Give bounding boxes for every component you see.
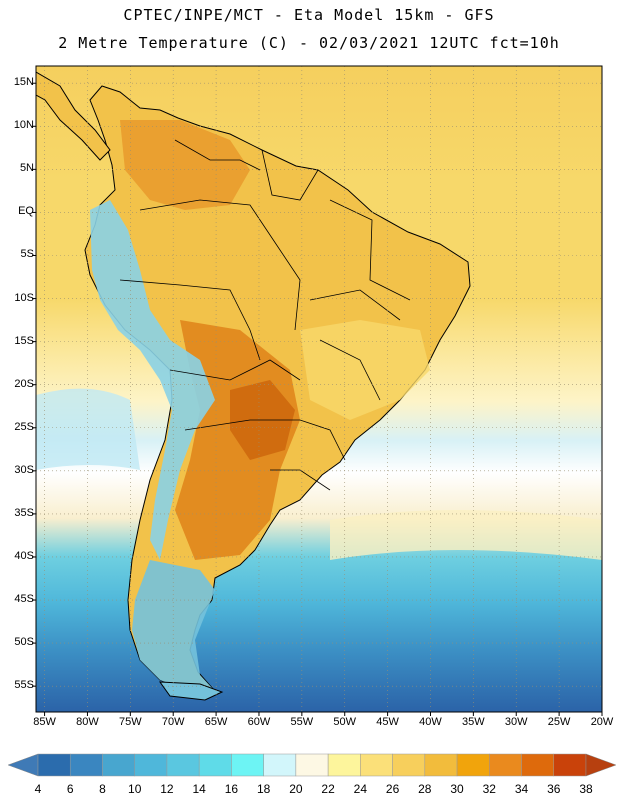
colorbar-swatch (553, 753, 587, 777)
colorbar-label: 14 (192, 782, 206, 796)
lat-label: 10N (13, 119, 34, 132)
colorbar-label: 24 (353, 782, 368, 796)
lat-label: 35S (14, 506, 34, 519)
colorbar-swatch (37, 753, 71, 777)
colorbar-label: 36 (547, 782, 561, 796)
pacific-cool-tongue (36, 388, 140, 470)
lon-label: 30W (504, 716, 528, 728)
atlantic-cool-band (330, 510, 602, 560)
axis-ticks (32, 82, 603, 716)
colorbar-low-arrow (7, 753, 39, 777)
colorbar-swatch (360, 753, 393, 777)
colorbar-label: 10 (128, 782, 142, 796)
patagonia-cool-zone (132, 560, 215, 690)
colorbar-swatch (166, 753, 200, 777)
colorbar-label: 12 (160, 782, 174, 796)
andes-cool-band (90, 200, 215, 560)
lat-label: 20S (14, 377, 34, 390)
colorbar-swatch (489, 753, 522, 777)
map-title-line1: CPTEC/INPE/MCT - Eta Model 15km - GFS (123, 6, 495, 24)
lon-label: 70W (161, 716, 185, 728)
colorbar-swatch (392, 753, 426, 777)
lat-label: 45S (14, 593, 34, 606)
colorbar-label: 34 (514, 782, 529, 796)
lon-label: 65W (204, 716, 228, 728)
lat-label: 10S (14, 291, 34, 304)
colorbar-label: 18 (256, 782, 271, 796)
lon-label: 25W (547, 716, 571, 728)
lon-label: 75W (119, 716, 142, 728)
lat-label: 50S (14, 636, 34, 649)
lon-label: 45W (376, 716, 399, 728)
country-borders (119, 139, 411, 491)
colorbar-label: 28 (418, 782, 432, 796)
lat-label: EQ (18, 205, 34, 218)
lat-label: 30S (14, 463, 34, 476)
colorbar (7, 753, 617, 777)
lat-label: 5S (20, 248, 34, 261)
colorbar-swatch (327, 753, 361, 777)
colorbar-high-arrow (585, 753, 617, 777)
colorbar-label: 16 (224, 782, 239, 796)
colorbar-swatch (198, 753, 232, 777)
central-america-landmass (36, 71, 111, 161)
colorbar-label: 38 (579, 782, 593, 796)
lon-label: 60W (247, 716, 271, 728)
colorbar-swatch (102, 753, 135, 777)
colorbar-swatch (295, 753, 329, 777)
lat-label: 15S (14, 334, 34, 347)
colorbar-swatch (231, 753, 264, 777)
colorbar-label: 4 (34, 782, 42, 796)
tierra-del-fuego (158, 681, 224, 701)
colorbar-label: 6 (66, 782, 74, 796)
lat-label: 55S (14, 679, 34, 692)
colorbar-label: 20 (289, 782, 303, 796)
lon-label: 55W (290, 716, 314, 728)
map-title-line2: 2 Metre Temperature (C) - 02/03/2021 12U… (58, 34, 560, 52)
lon-label: 20W (590, 716, 614, 728)
lon-label: 50W (333, 716, 357, 728)
lat-label: 5N (19, 162, 34, 175)
lat-label: 25S (14, 420, 34, 433)
colorbar-swatch (521, 753, 555, 777)
lon-label: 80W (76, 716, 99, 728)
colorbar-swatch (134, 753, 168, 777)
lon-label: 35W (462, 716, 485, 728)
colorbar-label: 30 (450, 782, 464, 796)
northwest-hot-zone (120, 120, 250, 210)
lat-label: 15N (13, 76, 34, 89)
colorbar-swatch (456, 753, 490, 777)
lon-label: 85W (33, 716, 56, 728)
colorbar-swatch (263, 753, 297, 777)
colorbar-swatch (69, 753, 103, 777)
lat-label: 40S (14, 549, 34, 562)
colorbar-swatch (424, 753, 458, 777)
colorbar-label: 32 (482, 782, 496, 796)
colorbar-label: 26 (385, 782, 400, 796)
plot-frame (35, 65, 603, 713)
colorbar-label: 22 (321, 782, 335, 796)
colorbar-label: 8 (99, 782, 106, 796)
lon-label: 40W (419, 716, 442, 728)
